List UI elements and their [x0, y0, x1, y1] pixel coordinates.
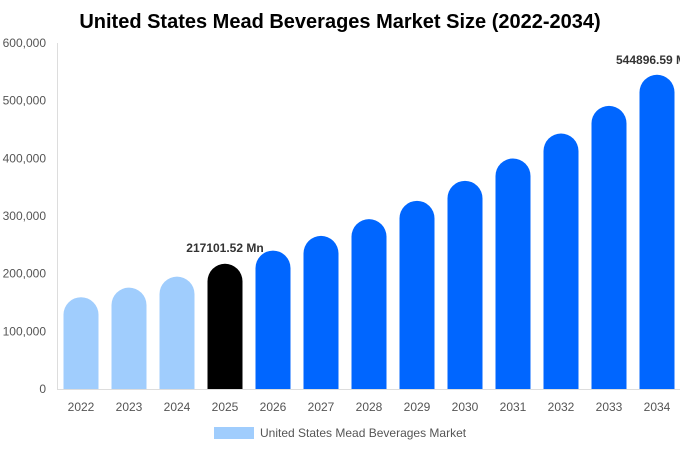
bar-2025[interactable] [207, 263, 243, 389]
x-tick-label: 2032 [548, 400, 575, 414]
x-tick-label: 2031 [500, 400, 527, 414]
x-tick-label: 2024 [164, 400, 191, 414]
bar-2022[interactable] [63, 297, 99, 389]
bar-2027[interactable] [303, 235, 339, 389]
legend-swatch [214, 427, 254, 439]
y-tick-label: 500,000 [3, 94, 47, 108]
legend-label: United States Mead Beverages Market [260, 426, 467, 440]
bar-2034[interactable] [639, 74, 675, 389]
y-tick-label: 300,000 [3, 209, 47, 223]
x-tick-label: 2022 [68, 400, 95, 414]
bar-2028[interactable] [351, 219, 387, 389]
y-tick-label: 200,000 [3, 267, 47, 281]
bar-2026[interactable] [255, 250, 291, 389]
y-tick-label: 100,000 [3, 324, 47, 338]
y-tick-label: 0 [39, 382, 46, 396]
legend[interactable]: United States Mead Beverages Market [214, 426, 467, 440]
y-tick-label: 600,000 [3, 36, 47, 50]
chart-title: United States Mead Beverages Market Size… [79, 11, 600, 33]
bar-2024[interactable] [159, 276, 195, 389]
x-tick-label: 2030 [452, 400, 479, 414]
x-tick-label: 2028 [356, 400, 383, 414]
x-tick-label: 2029 [404, 400, 431, 414]
bar-2033[interactable] [591, 105, 627, 390]
bar-2030[interactable] [447, 180, 483, 389]
y-tick-label: 400,000 [3, 151, 47, 165]
x-tick-label: 2033 [596, 400, 623, 414]
bar-2029[interactable] [399, 200, 435, 389]
x-tick-label: 2027 [308, 400, 335, 414]
x-tick-label: 2023 [116, 400, 143, 414]
bar-2023[interactable] [111, 287, 147, 389]
data-label: 217101.52 Mn [186, 241, 263, 255]
x-tick-label: 2034 [644, 400, 671, 414]
data-label: 544896.59 Mn [616, 53, 680, 67]
bar-2031[interactable] [495, 158, 531, 389]
x-tick-label: 2025 [212, 400, 239, 414]
bar-2032[interactable] [543, 133, 579, 389]
x-tick-label: 2026 [260, 400, 287, 414]
